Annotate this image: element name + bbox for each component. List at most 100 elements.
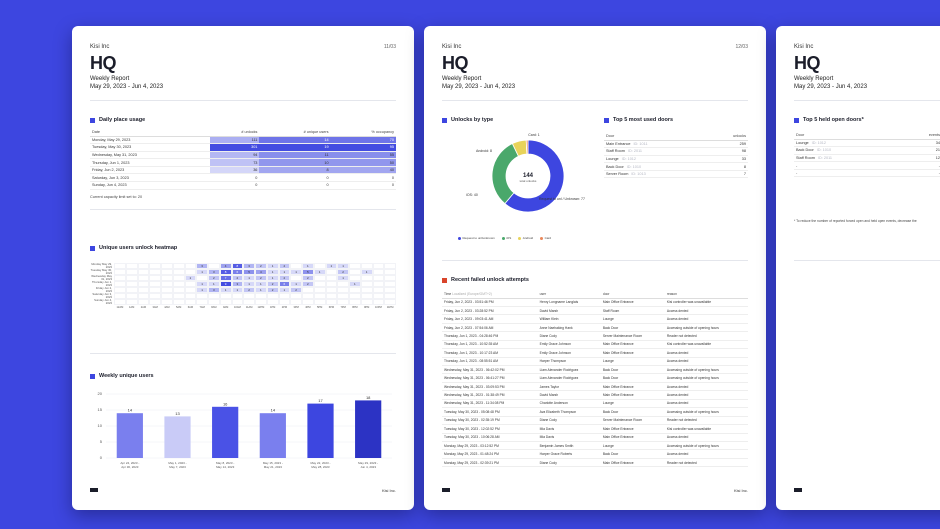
legend-item: Android [518,236,533,240]
heatmap-hour-label: 6AM [187,306,194,309]
table-cell: Lounge [600,441,665,451]
heatmap-cell [196,299,208,305]
door-name: - [796,163,798,168]
heatmap-cell [125,293,138,299]
heatmap-cell: 1 [349,281,361,287]
heatmap-hour-label: 10AM [233,306,241,309]
table-header-row: Time Localized (Europe/GMT+2) user door … [442,291,748,299]
heatmap-cell [384,293,396,299]
heatmap-hour-label: 2AM [140,306,147,309]
heatmap-cell [184,293,197,299]
table-cell: Main Office Entrance [600,382,665,392]
table-cell: Benjamin James Smith [537,441,601,451]
heatmap-day-label: Tuesday May 30, 2023 [90,268,112,275]
heatmap-cell [372,299,385,305]
table-header-row: Date # unlocks # unique users % occupanc… [90,129,396,137]
heatmap-cell [161,287,173,293]
report-page-1: Kisi Inc 11/03 HQ Weekly Report May 29, … [72,26,414,510]
heatmap-cell: 3 [208,269,220,275]
heatmap-cell: 2 [266,287,279,293]
table-row: Monday, May 29, 2023 111 14 70 [90,136,396,145]
column-header: door [600,291,665,299]
heatmap-day-label: Thursday Jun 1, 2023 [91,280,112,287]
table-cell: Main Office Entrance [600,340,665,350]
table-cell: Access denied [664,348,748,358]
kisi-logo [90,488,98,492]
table-cell: Kisi controller was unavailable [664,340,748,350]
count-cell: 98 [709,147,748,156]
table-row: Wednesday, May 31, 2023 - 11:34:08 PM Cha… [442,399,748,409]
table-cell: Main Office Entrance [600,433,665,442]
table-cell: 70 [330,136,396,145]
table-cell: 73 [210,158,260,167]
heatmap-cell [125,263,138,269]
heatmap-cell: 2 [255,263,267,269]
square-bullet-icon [90,245,95,251]
table-cell: 50 [330,158,396,167]
divider [794,100,940,101]
heatmap-cell [161,275,173,281]
column-header: Door [794,132,902,140]
heatmap-cell [184,263,197,269]
table-row: Wednesday, May 31, 2023 94 11 55 [90,151,396,160]
donut-slice [525,139,529,155]
heatmap-cell [172,287,185,293]
table-cell: Tuesday, May 30, 2023 [90,143,211,152]
heatmap-hour-label: 1PM [269,306,276,309]
column-header: % occupancy [330,129,396,137]
heatmap-cell [137,299,150,305]
table-row: Monday, May 29, 2023 - 03:12:52 PM Benjam… [442,441,748,451]
count-cell: - [901,161,940,170]
divider [90,209,396,210]
heatmap-cell: 1 [278,269,291,275]
table-cell: Access denied [664,357,748,367]
heatmap-cell [125,269,138,275]
table-cell: Ava Elizabeth Thompson [537,407,601,417]
table-cell: Access denied [664,399,748,409]
legend-dot-icon [540,236,544,240]
table-row: Monday, May 29, 2023 - 02:39:21 PM Diane … [442,458,748,468]
table-cell: Wednesday, May 31, 2023 - 06:41:27 PM [442,373,538,383]
heatmap-cell [313,287,326,293]
heatmap-cell: 1 [266,275,279,281]
bar-value-label: 18 [366,395,371,400]
table-row: Back Door ID: 1010 21 [794,146,940,155]
table-row: Lounge ID: 1012 33 [604,155,748,164]
slice-label: Request to unl / Unknown: 77 [539,197,585,201]
legend-item: iOS [501,236,511,240]
table-cell: Diane Cody [537,331,601,341]
heatmap-cell: 2 [290,287,302,293]
company-name: Kisi Inc [794,44,814,50]
column-header: Date [90,129,211,137]
table-cell: Liam Alexander Rodriguez [537,365,601,375]
heatmap-cell [372,263,385,269]
heatmap-cell: 1 [360,269,373,275]
table-cell: Accessing outside of opening hours [664,365,748,375]
x-tick-label: May 1, 2023 -May 7, 2023 [168,461,186,469]
table-row: Wednesday, May 31, 2023 - 01:38:49 PM Dav… [442,390,748,400]
table-cell: Friday, Jun 2, 2023 [90,166,211,175]
table-cell: 36 [210,166,260,175]
held-open-note: * To reduce the number of reported force… [794,219,917,223]
heatmap-cell: 2 [337,269,349,275]
capacity-note: Current capacity limit set to: 20 [90,195,143,199]
heatmap-cell [172,263,185,269]
heatmap-cell: 1 [196,287,208,293]
table-cell: Main Office Entrance [600,298,665,307]
table-row: Wednesday, May 31, 2023 - 06:42:02 PM Lia… [442,365,748,375]
heatmap-hour-label: 12PM [257,306,265,309]
report-page-2: Kisi Inc 12/03 HQ Weekly Report May 29, … [424,26,766,510]
report-subtitle: Weekly Report May 29, 2023 - Jun 4, 2023 [794,76,867,91]
table-cell: Accessing outside of opening hours [664,323,748,333]
report-subtitle: Weekly Report May 29, 2023 - Jun 4, 2023 [442,76,515,91]
table-cell: William Klein [537,314,601,324]
unlock-heatmap: Monday May 29, 2023 3 4 8 3 2 1 2 1 1 1 Tuesday May… [90,263,396,309]
heatmap-cell: 4 [255,269,267,275]
heatmap-day-label: Wednesday May 31, 2023 [91,274,112,281]
column-header: reason [664,291,748,299]
y-tick-label: 10 [98,423,103,428]
report-type: Weekly Report [442,76,482,82]
heatmap-row: Sunday Jun 4, 2023 [90,299,396,305]
heatmap-cell [172,299,185,305]
table-cell: David Marsh [537,306,601,316]
